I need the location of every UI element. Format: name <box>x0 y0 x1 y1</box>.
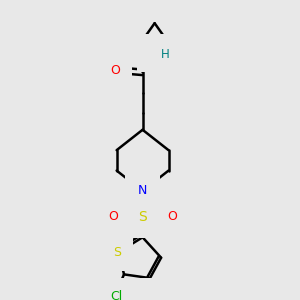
Text: O: O <box>108 210 118 224</box>
Text: O: O <box>110 64 120 77</box>
Text: Cl: Cl <box>110 290 123 300</box>
Text: O: O <box>167 210 177 224</box>
Text: H: H <box>160 48 169 61</box>
Text: N: N <box>138 184 147 197</box>
Text: N: N <box>149 46 158 59</box>
Text: S: S <box>112 246 121 259</box>
Text: S: S <box>138 210 147 224</box>
